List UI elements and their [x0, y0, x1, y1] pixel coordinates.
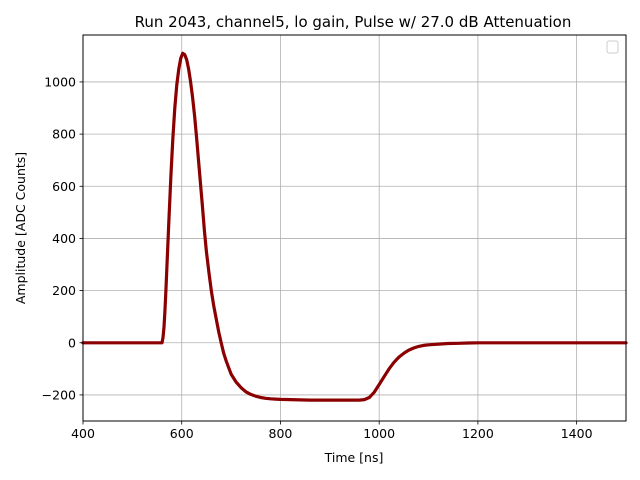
data-point — [368, 396, 371, 399]
data-point — [229, 372, 233, 376]
data-point — [422, 344, 425, 347]
data-point — [239, 386, 243, 389]
data-point — [476, 341, 480, 345]
data-point — [191, 96, 194, 99]
data-point — [249, 393, 253, 396]
data-point — [177, 67, 181, 71]
plot-frame — [82, 34, 627, 422]
plot-lines — [81, 51, 628, 402]
data-point — [215, 318, 218, 321]
data-point — [328, 398, 332, 402]
data-point — [201, 205, 204, 209]
data-point — [372, 391, 376, 394]
data-point — [199, 182, 202, 185]
data-point — [407, 348, 411, 352]
legend-box — [606, 40, 619, 54]
data-point — [382, 375, 386, 379]
data-point — [402, 351, 406, 355]
data-point — [224, 359, 228, 363]
data-point — [173, 106, 177, 110]
data-point — [219, 341, 223, 345]
data-point — [274, 397, 277, 401]
y-tick-label: 800 — [52, 127, 76, 142]
data-point — [161, 336, 165, 339]
data-point — [179, 57, 182, 60]
data-point — [392, 361, 396, 364]
data-point — [437, 342, 440, 346]
x-axis-label: Time [ns] — [324, 450, 384, 465]
data-point — [210, 289, 213, 292]
data-point — [279, 398, 282, 401]
y-tick-label: 600 — [52, 179, 76, 194]
data-point — [234, 380, 238, 384]
data-point — [298, 398, 302, 402]
data-point — [466, 341, 470, 345]
data-point — [377, 383, 381, 386]
data-point — [456, 342, 460, 345]
data-point — [162, 325, 166, 329]
data-point — [412, 346, 416, 350]
x-tick-label: 1400 — [561, 426, 593, 441]
data-point — [244, 390, 248, 394]
data-point — [185, 58, 188, 62]
data-point — [289, 398, 292, 401]
x-tick-label: 600 — [170, 426, 194, 441]
x-tick-label: 1000 — [363, 426, 395, 441]
data-point — [203, 229, 206, 232]
data-point — [338, 398, 342, 402]
axis-ticks: 400 600 800 1000 1200 1400 −200 0 200 400 600 800 10… — [42, 74, 593, 441]
data-point — [222, 351, 225, 355]
data-point — [575, 341, 578, 345]
data-point — [217, 331, 221, 334]
chart-title: Run 2043, channel5, lo gain, Pulse w/ 27… — [135, 13, 572, 31]
y-tick-label: −200 — [42, 387, 76, 402]
x-tick-label: 400 — [71, 426, 95, 441]
data-point — [447, 342, 450, 345]
data-point — [348, 398, 351, 402]
data-point — [264, 397, 267, 400]
data-point — [160, 341, 164, 345]
data-point — [197, 158, 200, 162]
data-point — [187, 67, 190, 71]
data-point — [259, 396, 263, 399]
y-tick-label: 1000 — [44, 74, 76, 89]
data-point — [169, 174, 173, 178]
data-point — [193, 114, 196, 118]
data-point — [207, 271, 211, 274]
data-point — [254, 394, 258, 398]
y-tick-label: 200 — [52, 283, 76, 298]
data-point — [212, 304, 216, 308]
data-point — [269, 397, 272, 401]
data-point — [163, 310, 167, 313]
data-point — [175, 83, 179, 86]
data-point — [308, 398, 312, 402]
data-point — [171, 138, 175, 141]
y-tick-label: 0 — [68, 335, 76, 350]
x-tick-label: 1200 — [462, 426, 494, 441]
data-point — [165, 265, 169, 269]
data-point — [183, 53, 186, 56]
data-point — [195, 135, 198, 138]
data-point — [164, 289, 168, 292]
data-point — [205, 250, 208, 253]
data-point — [189, 80, 192, 84]
data-point — [417, 345, 421, 348]
data-point — [227, 366, 230, 369]
y-tick-label: 400 — [52, 231, 76, 246]
data-point — [167, 218, 171, 222]
data-point — [363, 398, 366, 401]
data-point — [318, 398, 322, 402]
data-point — [427, 343, 430, 347]
data-point — [397, 355, 401, 359]
x-tick-label: 800 — [269, 426, 293, 441]
data-point — [526, 341, 529, 345]
data-point — [181, 52, 184, 55]
y-axis-label: Amplitude [ADC Counts] — [13, 152, 28, 304]
data-point — [358, 398, 361, 402]
data-point — [387, 367, 391, 371]
